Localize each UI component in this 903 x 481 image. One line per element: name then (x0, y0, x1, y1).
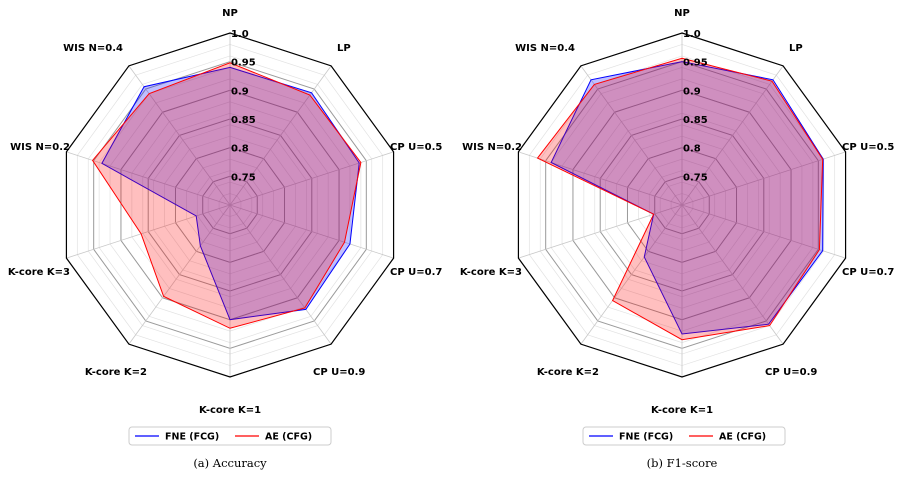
legend: FNE (FCG) AE (CFG) (128, 426, 332, 446)
spoke-lp (229, 65, 332, 206)
r-tick-label: 0.9 (683, 86, 701, 97)
axis-label-k-core-k-1: K-core K=1 (199, 405, 261, 416)
spoke-k-core-k-2 (580, 204, 683, 345)
axis-label-cp-u-0-7: CP U=0.7 (842, 267, 894, 278)
legend-label-fne-fcg: FNE (FCG) (619, 432, 673, 443)
spoke-wis-n-0-2 (518, 151, 683, 206)
legend-label-fne-fcg: FNE (FCG) (165, 432, 219, 443)
r-tick-label: 0.8 (231, 144, 249, 155)
r-tick-label: 0.75 (231, 172, 256, 183)
legend-box (582, 426, 786, 446)
spoke-k-core-k-3 (66, 204, 231, 259)
axis-label-np: NP (222, 8, 238, 19)
axis-label-wis-n-0-4: WIS N=0.4 (63, 43, 123, 54)
axis-label-k-core-k-1: K-core K=1 (651, 405, 713, 416)
r-tick-label: 1.0 (683, 29, 701, 40)
caption: (a) Accuracy (193, 456, 267, 470)
axis-label-wis-n-0-2: WIS N=0.2 (10, 142, 70, 153)
r-tick-label: 0.8 (683, 144, 701, 155)
spoke-k-core-k-2 (128, 204, 231, 345)
r-tick-label: 0.95 (683, 58, 708, 69)
caption: (b) F1-score (647, 456, 718, 470)
series-fne-fcg (550, 61, 824, 335)
axis-label-cp-u-0-5: CP U=0.5 (390, 142, 442, 153)
axis-label-cp-u-0-7: CP U=0.7 (390, 267, 442, 278)
axis-label-wis-n-0-4: WIS N=0.4 (515, 43, 575, 54)
outer-frame (517, 32, 847, 378)
spoke-cp-u-0-5 (681, 151, 846, 206)
radar-chart-1: 0.75 0.8 0.85 0.9 0.95 1.0 NP LP CP U=0.5 CP U=0.… (8, 8, 443, 470)
spoke-cp-u-0-5 (229, 151, 394, 206)
axis-label-k-core-k-3: K-core K=3 (460, 267, 522, 278)
axis-label-cp-u-0-5: CP U=0.5 (842, 142, 894, 153)
legend-label-ae-cfg: AE (CFG) (719, 432, 766, 443)
axis-label-k-core-k-3: K-core K=3 (8, 267, 70, 278)
r-tick-label: 0.75 (683, 172, 708, 183)
axis-label-lp: LP (789, 43, 803, 54)
r-tick-label: 0.95 (231, 58, 256, 69)
r-tick-label: 0.85 (683, 115, 708, 126)
spoke-k-core-k-3 (518, 204, 683, 259)
spoke-cp-u-0-7 (681, 204, 846, 259)
axis-label-np: NP (674, 8, 690, 19)
spoke-wis-n-0-4 (128, 65, 231, 206)
axis-label-cp-u-0-9: CP U=0.9 (313, 367, 365, 378)
r-tick-label: 1.0 (231, 29, 249, 40)
spoke-cp-u-0-7 (229, 204, 394, 259)
spoke-cp-u-0-9 (229, 204, 332, 345)
spoke-wis-n-0-4 (580, 65, 683, 206)
axis-label-lp: LP (337, 43, 351, 54)
spoke-wis-n-0-2 (66, 151, 231, 206)
series-ae-cfg (536, 57, 824, 341)
axis-label-k-core-k-2: K-core K=2 (85, 367, 147, 378)
axis-label-cp-u-0-9: CP U=0.9 (765, 367, 817, 378)
series-ae-cfg (91, 62, 362, 329)
outer-frame (65, 32, 395, 378)
legend-label-ae-cfg: AE (CFG) (265, 432, 312, 443)
radar-chart-2: 0.75 0.8 0.85 0.9 0.95 1.0 NP LP CP U=0.5 CP U=0.… (460, 8, 895, 470)
axis-label-wis-n-0-2: WIS N=0.2 (462, 142, 522, 153)
axis-label-k-core-k-2: K-core K=2 (537, 367, 599, 378)
spoke-cp-u-0-9 (681, 204, 784, 345)
r-tick-label: 0.85 (231, 115, 256, 126)
r-tick-label: 0.9 (231, 86, 249, 97)
legend: FNE (FCG) AE (CFG) (582, 426, 786, 446)
legend-box (128, 426, 332, 446)
spoke-lp (681, 65, 784, 206)
